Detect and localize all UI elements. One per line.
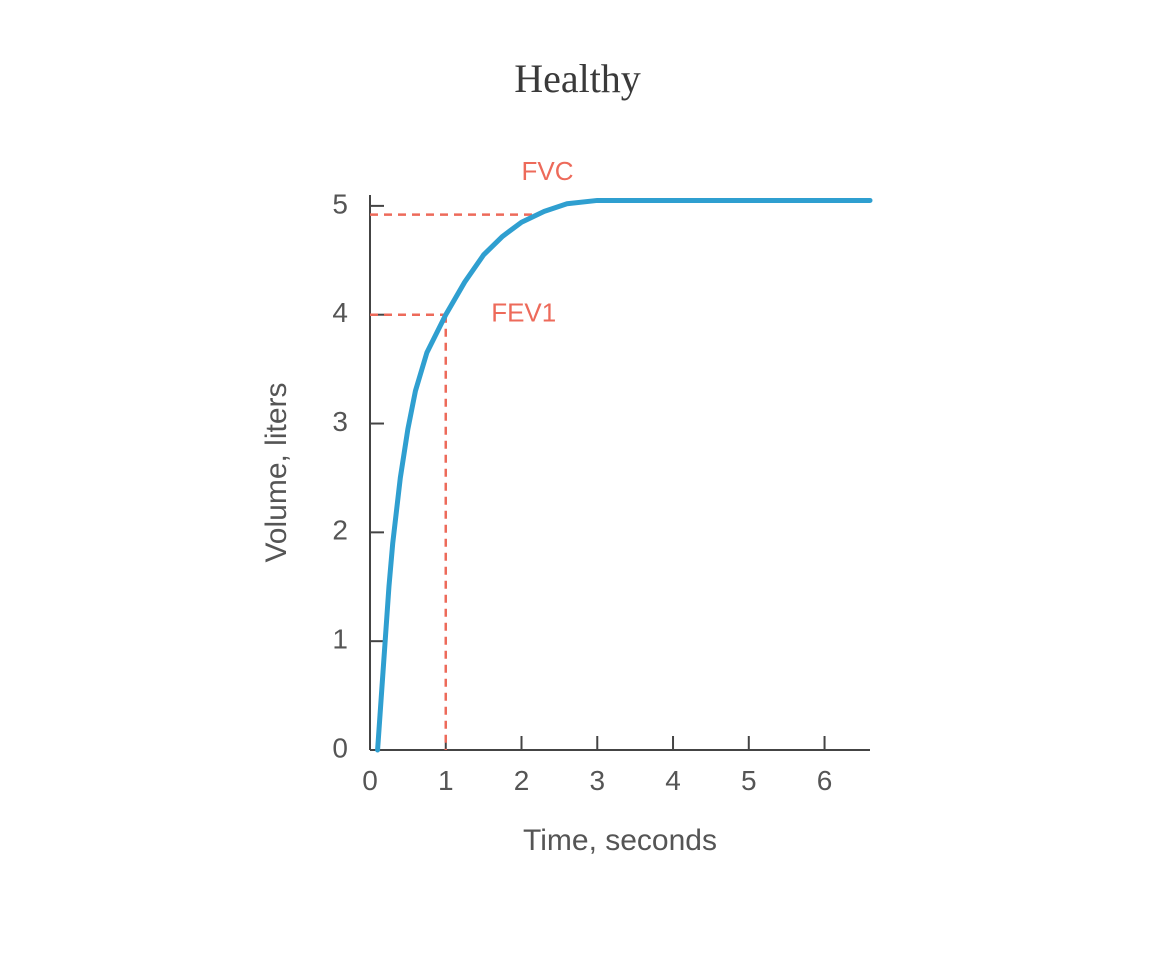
fev1-label: FEV1 — [491, 298, 556, 328]
tick-labels: 0 1 2 3 4 5 6 0 1 2 3 4 5 — [332, 188, 832, 796]
y-tick-label: 2 — [332, 515, 348, 546]
spirometry-chart: 0 1 2 3 4 5 6 0 1 2 3 4 5 Time, seconds Volume, liter… — [0, 0, 1155, 974]
y-tick-label: 5 — [332, 188, 348, 219]
x-tick-label: 6 — [817, 765, 833, 796]
spirometry-chart-container: { "chart": { "type": "line", "title": "H… — [0, 0, 1155, 974]
x-tick-label: 4 — [665, 765, 681, 796]
x-axis-label: Time, seconds — [523, 824, 717, 857]
y-tick-label: 1 — [332, 624, 348, 655]
volume-time-line — [378, 200, 870, 750]
y-tick-label: 4 — [332, 297, 348, 328]
fvc-label: FVC — [522, 156, 574, 186]
x-tick-label: 0 — [362, 765, 378, 796]
axis-labels: Time, seconds Volume, liters FVC FEV1 — [260, 156, 717, 857]
y-tick-label: 3 — [332, 406, 348, 437]
x-tick-label: 5 — [741, 765, 757, 796]
y-tick-label: 0 — [332, 732, 348, 763]
volume-time-curve — [378, 200, 870, 750]
x-tick-label: 1 — [438, 765, 454, 796]
x-tick-label: 3 — [589, 765, 605, 796]
y-axis-label: Volume, liters — [260, 382, 293, 562]
x-tick-label: 2 — [514, 765, 530, 796]
